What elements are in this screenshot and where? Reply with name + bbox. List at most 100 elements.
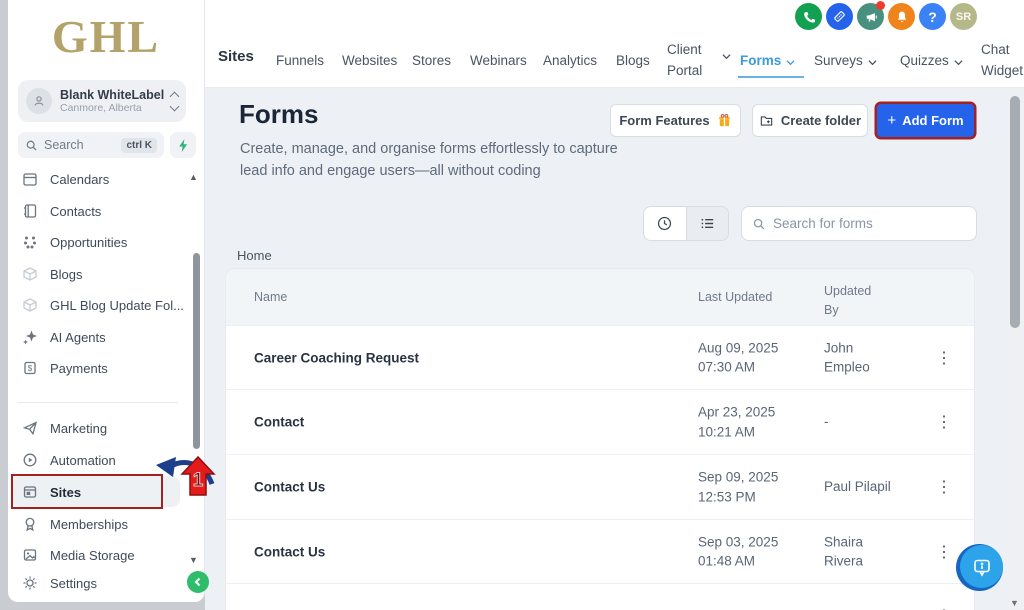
table-row[interactable]: Contact Apr 23, 2025 10:21 AM - ⋮ (226, 389, 974, 454)
phone-button[interactable] (795, 3, 822, 30)
create-folder-button[interactable]: Create folder (752, 104, 868, 137)
page-scrollbar-thumb[interactable] (1010, 96, 1020, 328)
brand-logo: GHL (51, 11, 161, 62)
announcements-button[interactable] (857, 1, 885, 30)
page-scrollbar[interactable]: ▼ (1008, 90, 1022, 610)
sidebar-item-contacts[interactable]: Contacts (14, 196, 184, 226)
tab-webinars[interactable]: Webinars (470, 53, 527, 68)
menu-divider (18, 402, 178, 403)
rewards-button[interactable] (826, 3, 853, 30)
form-name[interactable]: Contact Us (254, 609, 325, 610)
bell-icon (897, 11, 906, 22)
form-name[interactable]: Contact Us (254, 479, 326, 495)
search-icon (753, 218, 765, 229)
form-name[interactable]: Career Coaching Request (254, 350, 420, 365)
tab-client-portal[interactable]: Client Portal (667, 40, 731, 82)
sidebar-search[interactable]: Search ctrl K (18, 132, 164, 158)
support-chat-button[interactable] (956, 544, 1003, 591)
row-menu-button[interactable]: ⋮ (936, 543, 952, 561)
agency-location: Canmore, Alberta (60, 102, 142, 114)
avatar-initials: SR (955, 10, 972, 23)
tab-surveys[interactable]: Surveys (814, 53, 877, 68)
tab-funnels[interactable]: Funnels (276, 53, 325, 68)
paper-plane-icon (22, 421, 37, 436)
last-updated-cell: Aug 09, 2025 07:30 AM (698, 339, 779, 375)
gift-icon (718, 113, 730, 127)
sidebar-item-media-storage[interactable]: Media Storage (14, 540, 184, 570)
tab-analytics[interactable]: Analytics (543, 53, 598, 68)
row-menu-button[interactable]: ⋮ (928, 602, 960, 610)
sidebar-scrollbar-thumb[interactable] (193, 253, 200, 449)
question-icon: ? (928, 8, 937, 25)
forms-table: Name Last Updated Updated By Career Coac… (225, 268, 975, 610)
automation-icon (23, 453, 37, 467)
chevron-down-icon (786, 60, 795, 66)
sidebar: GHL Blank WhiteLabel Canmore, Alberta Se… (8, 0, 205, 602)
tab-forms[interactable]: Forms (740, 53, 795, 68)
sidebar-item-payments[interactable]: $ Payments (14, 353, 184, 383)
search-icon (26, 140, 37, 150)
row-menu-button[interactable]: ⋮ (936, 414, 952, 431)
view-toggle (643, 206, 729, 241)
sidebar-item-automation[interactable]: Automation (14, 445, 184, 475)
table-row[interactable]: Contact Us Sep 03, 2025 ⋮ (226, 583, 974, 610)
add-form-button[interactable]: + Add Form (877, 104, 974, 137)
table-row[interactable]: Contact Us Sep 03, 2025 01:48 AM Shaira R… (226, 519, 974, 583)
cube-icon (23, 267, 37, 281)
table-row[interactable]: Contact Us Sep 09, 2025 12:53 PM Paul Pil… (226, 454, 974, 519)
form-name[interactable]: Contact (254, 414, 305, 430)
search-shortcut-badge: ctrl K (121, 137, 157, 153)
sidebar-item-blogs[interactable]: Blogs (14, 259, 184, 289)
forms-search-box (741, 206, 977, 241)
svg-text:1: 1 (193, 470, 204, 491)
notifications-button[interactable] (888, 3, 915, 30)
chevron-updown-icon (169, 91, 180, 111)
updated-by-cell: John Empleo (824, 339, 870, 375)
table-header: Name Last Updated Updated By (226, 269, 974, 325)
sidebar-item-marketing[interactable]: Marketing (14, 413, 184, 443)
sidebar-item-opportunities[interactable]: Opportunities (14, 227, 184, 257)
quick-actions-button[interactable] (170, 132, 196, 158)
phone-icon (803, 11, 815, 23)
sidebar-scroll-down-arrow[interactable]: ▼ (189, 555, 198, 565)
cube-icon (23, 298, 37, 312)
gear-icon (23, 576, 37, 590)
recent-view-button[interactable] (644, 207, 686, 240)
user-avatar[interactable]: SR (950, 3, 977, 30)
agency-switcher[interactable]: Blank WhiteLabel Canmore, Alberta (18, 80, 186, 122)
tab-websites[interactable]: Websites (342, 53, 398, 68)
tab-quizzes[interactable]: Quizzes (900, 53, 963, 68)
row-menu-button[interactable]: ⋮ (936, 349, 952, 367)
list-view-button[interactable] (685, 207, 728, 240)
tab-chat-widget[interactable]: Chat Widget (981, 42, 1024, 78)
sidebar-collapse-button[interactable] (187, 571, 209, 593)
page-scroll-down-arrow[interactable]: ▼ (1010, 598, 1019, 608)
ticket-icon (834, 11, 845, 22)
column-header-updated-by: Updated By (824, 284, 872, 317)
last-updated-cell: Apr 23, 2025 10:21 AM (698, 404, 776, 439)
row-menu-button[interactable]: ⋮ (936, 479, 952, 496)
sidebar-item-calendars[interactable]: Calendars (14, 170, 184, 194)
tab-stores[interactable]: Stores (412, 53, 452, 68)
updated-by-cell: - (824, 414, 829, 430)
tab-sites[interactable]: Sites (218, 48, 254, 65)
agency-name: Blank WhiteLabel (60, 88, 165, 102)
sidebar-item-sites[interactable]: Sites (14, 477, 184, 507)
sidebar-item-ai-agents[interactable]: AI Agents (14, 322, 184, 352)
breadcrumb-home[interactable]: Home (237, 248, 272, 263)
last-updated-cell: Sep 03, 2025 01:48 AM (698, 533, 779, 569)
sidebar-item-ghl-blog-update-folder[interactable]: GHL Blog Update Fol... (14, 290, 184, 320)
sidebar-search-label: Search (44, 138, 84, 152)
sidebar-scroll-up-arrow[interactable]: ▲ (189, 172, 198, 182)
sidebar-item-settings[interactable]: Settings (14, 568, 184, 598)
form-name[interactable]: Contact Us (254, 544, 326, 559)
contacts-icon (24, 204, 37, 218)
sidebar-item-memberships[interactable]: Memberships (14, 509, 184, 539)
table-row[interactable]: Career Coaching Request Aug 09, 2025 07:3… (226, 325, 974, 389)
help-button[interactable]: ? (919, 3, 946, 30)
forms-search-input[interactable] (773, 216, 966, 231)
form-features-button[interactable]: Form Features (610, 104, 741, 137)
last-updated-cell: Sep 03, 2025 (698, 606, 778, 610)
megaphone-icon (866, 12, 877, 22)
tab-blogs[interactable]: Blogs (616, 53, 650, 68)
